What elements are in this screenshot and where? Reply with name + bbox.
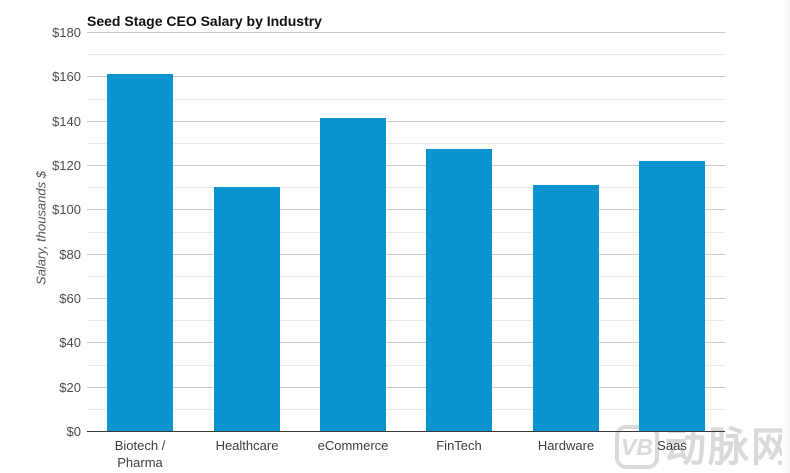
gridline-minor [87, 232, 725, 233]
y-tick-label: $20 [59, 380, 81, 395]
gridline-minor [87, 54, 725, 55]
y-tick-label: $40 [59, 335, 81, 350]
gridline-major [87, 254, 725, 255]
gridline-major [87, 76, 725, 77]
y-tick-label: $60 [59, 291, 81, 306]
bar-saas[interactable] [639, 161, 705, 431]
gridline-minor [87, 365, 725, 366]
y-tick-label: $180 [52, 25, 81, 40]
bar-fintech[interactable] [426, 149, 492, 431]
bar-biotech[interactable] [107, 74, 173, 431]
gridline-minor [87, 276, 725, 277]
watermark-text: 动脉网 [665, 423, 790, 470]
gridline-major [87, 121, 725, 122]
gridline-major [87, 209, 725, 210]
gridline-minor [87, 409, 725, 410]
gridline-major [87, 298, 725, 299]
x-tick-label: Saas [657, 438, 687, 453]
gridline-major [87, 32, 725, 33]
y-tick-label: $80 [59, 247, 81, 262]
gridline-minor [87, 99, 725, 100]
gridline-minor [87, 187, 725, 188]
x-axis-line [87, 431, 725, 432]
gridline-major [87, 387, 725, 388]
y-tick-label: $140 [52, 114, 81, 129]
x-tick-label: FinTech [436, 438, 482, 453]
chart-title: Seed Stage CEO Salary by Industry [87, 13, 322, 29]
gridline-minor [87, 143, 725, 144]
y-tick-label: $100 [52, 202, 81, 217]
bar-ecommerce[interactable] [320, 118, 386, 431]
x-tick-label: Healthcare [215, 438, 279, 453]
bar-hardware[interactable] [533, 185, 599, 431]
bar-healthcare[interactable] [214, 187, 280, 431]
gridline-major [87, 165, 725, 166]
watermark-vb-logo-icon: VB [615, 425, 659, 469]
y-tick-label: $160 [52, 69, 81, 84]
gridline-minor [87, 320, 725, 321]
scrollbar[interactable] [782, 0, 790, 473]
gridline-major [87, 342, 725, 343]
x-tick-label: Biotech / Pharma [114, 438, 166, 470]
watermark: VB 动脉网 [615, 425, 790, 469]
y-tick-label: $120 [52, 158, 81, 173]
y-tick-label: $0 [66, 424, 81, 439]
x-tick-label: Hardware [537, 438, 595, 453]
x-tick-label: eCommerce [317, 438, 389, 453]
